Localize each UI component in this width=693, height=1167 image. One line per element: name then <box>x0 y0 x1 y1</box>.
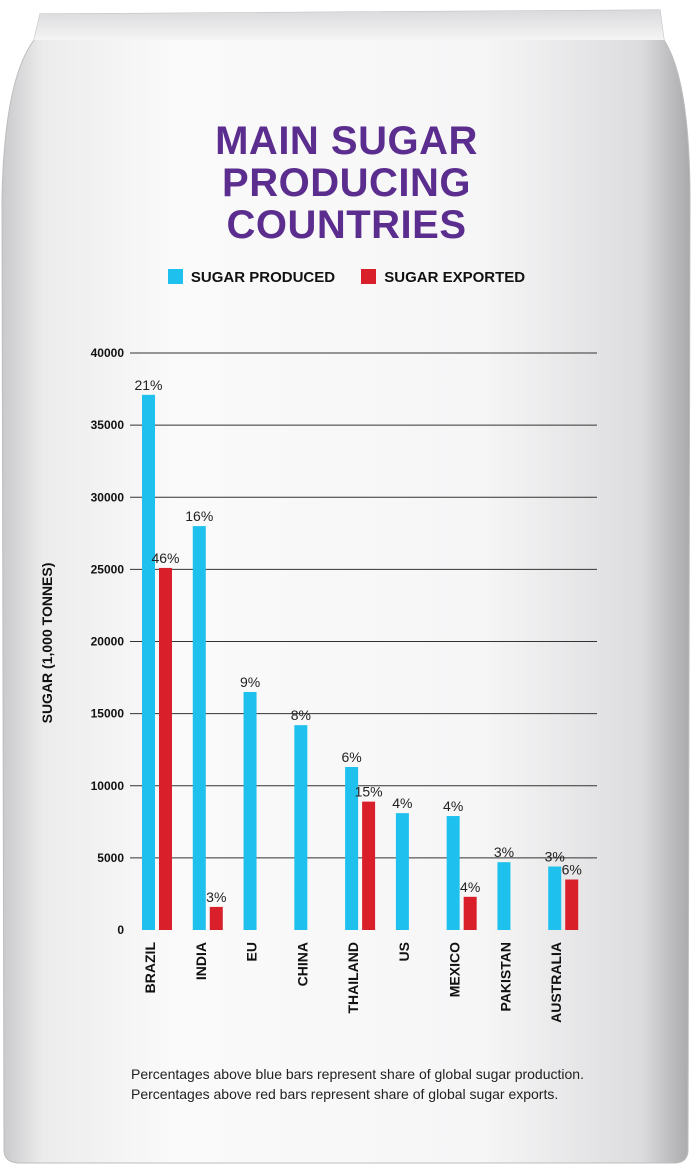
data-label-produced: 3% <box>545 849 565 865</box>
data-label-produced: 21% <box>134 377 162 393</box>
x-tick-label: PAKISTAN <box>497 942 513 1011</box>
bar-produced-china <box>294 725 308 930</box>
y-tick-label: 20000 <box>91 635 125 649</box>
data-label-exported: 6% <box>562 862 582 878</box>
x-tick-label: INDIA <box>193 942 209 980</box>
y-axis-label: SUGAR (1,000 TONNES) <box>39 563 55 724</box>
x-tick-label: AUSTRALIA <box>548 942 564 1023</box>
chart-title-line-3: COUNTRIES <box>226 203 467 247</box>
data-label-exported: 4% <box>460 879 480 895</box>
bar-produced-australia <box>548 866 562 930</box>
bar-exported-india <box>209 906 223 930</box>
y-tick-label: 25000 <box>91 562 125 576</box>
chart-caption: Percentages above blue bars represent sh… <box>131 1066 584 1102</box>
legend-item-exported: SUGAR EXPORTED <box>361 268 526 286</box>
x-tick-label: THAILAND <box>345 942 361 1014</box>
legend-label-produced: SUGAR PRODUCED <box>190 268 336 286</box>
bar-produced-mexico <box>446 816 460 930</box>
x-tick-label: US <box>396 942 412 961</box>
x-tick-label: MEXICO <box>447 942 463 997</box>
data-label-produced: 16% <box>185 508 213 524</box>
x-tick-label: CHINA <box>294 942 310 986</box>
bar-exported-mexico <box>463 896 477 930</box>
y-tick-label: 5000 <box>97 851 124 865</box>
bar-exported-thailand <box>362 801 376 930</box>
bar-produced-india <box>192 526 206 930</box>
chart-title-line-1: MAIN SUGAR <box>215 119 478 163</box>
x-tick-label: EU <box>244 942 260 961</box>
y-tick-label: 10000 <box>91 779 125 793</box>
data-label-exported: 3% <box>206 889 226 905</box>
data-label-produced: 8% <box>291 707 311 723</box>
data-label-produced: 9% <box>240 674 260 690</box>
y-tick-label: 40000 <box>91 346 125 360</box>
bar-produced-pakistan <box>497 862 511 930</box>
data-label-produced: 4% <box>392 795 412 811</box>
data-label-produced: 3% <box>494 844 514 860</box>
data-label-exported: 15% <box>355 784 383 800</box>
bar-produced-us <box>395 813 409 930</box>
bar-produced-brazil <box>142 394 155 930</box>
chart-title-line-2: PRODUCING <box>222 161 471 205</box>
y-tick-label: 0 <box>117 923 124 937</box>
data-label-produced: 6% <box>341 749 361 765</box>
legend-label-exported: SUGAR EXPORTED <box>384 268 526 286</box>
data-label-exported: 46% <box>151 550 179 566</box>
chart-legend: SUGAR PRODUCED SUGAR EXPORTED <box>0 268 693 286</box>
bar-exported-australia <box>565 879 579 930</box>
legend-swatch-produced <box>167 268 183 284</box>
data-label-produced: 4% <box>443 798 463 814</box>
y-tick-label: 35000 <box>91 418 125 432</box>
legend-swatch-exported <box>361 268 377 284</box>
y-tick-label: 30000 <box>91 490 125 504</box>
x-tick-label: BRAZIL <box>142 942 158 994</box>
bar-exported-brazil <box>159 567 172 930</box>
bar-produced-thailand <box>345 766 359 930</box>
y-tick-label: 15000 <box>91 707 125 721</box>
bar-produced-eu <box>243 691 257 930</box>
legend-item-produced: SUGAR PRODUCED <box>167 268 336 286</box>
